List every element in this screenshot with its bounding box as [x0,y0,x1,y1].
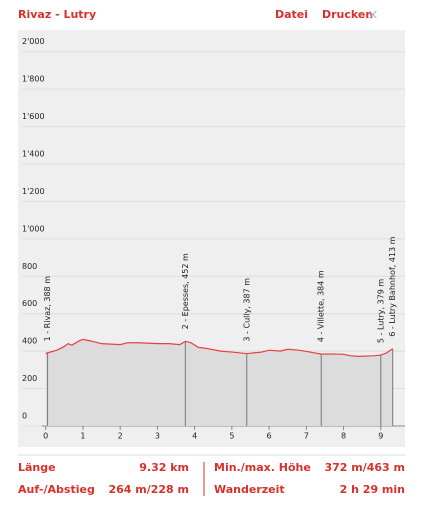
y-tick-label: 1'800 [22,75,45,84]
y-tick-label: 0 [22,412,27,421]
waypoint-label: 6 - Lutry Bahnhof, 413 m [388,236,397,336]
y-tick-label: 400 [22,337,37,346]
stat-label: Wanderzeit [214,483,285,496]
y-tick-label: 1'000 [22,224,45,233]
stat-value: 2 h 29 min [340,483,405,496]
route-title: Rivaz - Lutry [18,8,96,21]
stat-label: Auf-/Abstieg [18,483,95,496]
menu-print[interactable]: Drucken [322,8,373,21]
x-tick-label: 4 [192,432,197,441]
stat-label: Länge [18,461,56,474]
x-tick-label: 0 [43,432,48,441]
y-tick-label: 1'400 [22,150,45,159]
stat-value: 372 m/463 m [324,461,405,474]
x-tick-label: 8 [341,432,346,441]
waypoint-label: 2 - Epesses, 452 m [181,253,190,329]
close-button[interactable]: × [367,7,379,23]
y-tick-label: 200 [22,374,37,383]
y-tick-label: 1'600 [22,112,45,121]
x-tick-label: 1 [80,432,85,441]
x-tick-label: 7 [304,432,309,441]
waypoint-label: 3 - Cully, 387 m [242,278,251,342]
elevation-line [45,338,394,357]
waypoint-label: 5 - Lutry, 379 m [376,279,385,344]
y-tick-label: 2'000 [22,37,45,46]
y-tick-label: 600 [22,299,37,308]
x-tick-label: 9 [378,432,383,441]
x-tick-label: 6 [267,432,272,441]
x-tick-label: 3 [155,432,160,441]
elevation-area [45,339,393,426]
y-tick-label: 1'200 [22,187,45,196]
waypoint-label: 4 - Villette, 384 m [317,270,326,342]
x-tick-label: 2 [118,432,123,441]
stat-value: 264 m/228 m [108,483,189,496]
y-tick-label: 800 [22,262,37,271]
stat-value: 9.32 km [139,461,189,474]
x-tick-label: 5 [229,432,234,441]
stat-label: Min./max. Höhe [214,461,311,474]
menu-file[interactable]: Datei [275,8,308,21]
waypoint-label: 1 - Rivaz, 388 m [43,276,52,342]
